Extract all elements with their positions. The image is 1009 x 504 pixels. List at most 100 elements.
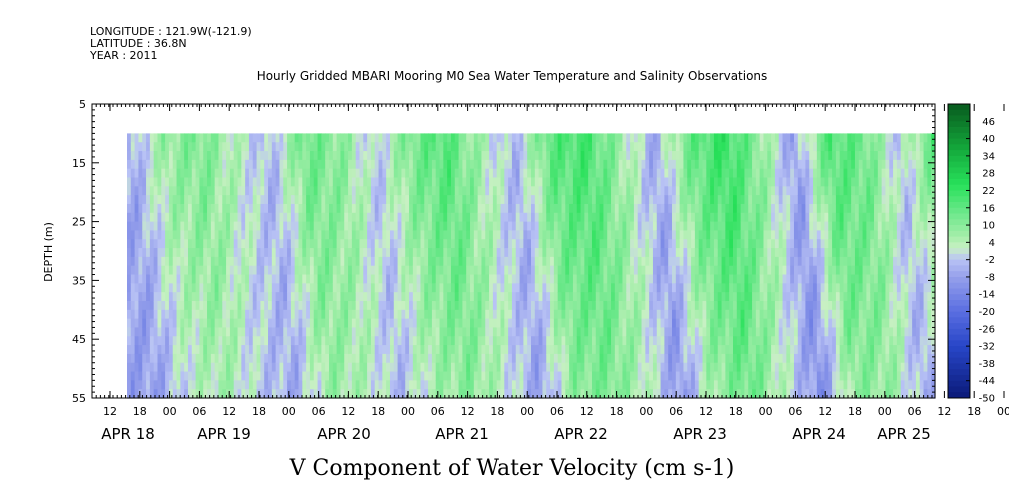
heat-cell	[218, 300, 223, 311]
heat-cell	[157, 151, 162, 161]
heat-cell	[542, 168, 547, 179]
heat-cell	[218, 292, 223, 302]
heat-cell	[591, 265, 597, 276]
heat-cell	[485, 265, 490, 276]
heat-cell	[229, 203, 235, 214]
heat-cell	[599, 353, 605, 364]
heat-cell	[309, 265, 315, 276]
heat-cell	[458, 248, 463, 258]
heat-cell	[298, 212, 303, 223]
heat-cell	[633, 371, 639, 381]
heat-cell	[146, 362, 151, 373]
heat-cell	[443, 151, 448, 161]
year-label: YEAR : 2011	[89, 49, 158, 62]
heat-cell	[363, 203, 368, 214]
heat-cell	[713, 248, 719, 258]
heat-cell	[546, 318, 551, 329]
heat-cell	[652, 300, 658, 311]
heat-cell	[698, 292, 704, 302]
heat-cell	[569, 256, 574, 267]
heat-cell	[595, 239, 601, 249]
heat-cell	[561, 168, 566, 179]
heat-cell	[470, 362, 475, 373]
heat-cell	[130, 283, 136, 293]
heat-cell	[340, 283, 345, 293]
heat-cell	[336, 230, 342, 240]
heat-cell	[226, 371, 231, 381]
heat-cell	[649, 159, 654, 170]
heat-cell	[325, 371, 330, 381]
heat-cell	[149, 230, 155, 240]
heat-cell	[740, 221, 746, 232]
heat-cell	[416, 380, 422, 390]
heat-cell	[733, 230, 738, 240]
heat-cell	[485, 142, 490, 152]
heat-cell	[694, 151, 700, 161]
heat-cell	[184, 168, 189, 179]
heat-cell	[127, 300, 132, 311]
heat-cell	[626, 133, 631, 143]
heat-cell	[691, 380, 696, 390]
heat-cell	[599, 318, 605, 329]
heat-cell	[134, 327, 140, 337]
heat-cell	[405, 203, 410, 214]
heat-cell	[641, 212, 646, 223]
heat-cell	[161, 159, 166, 170]
heat-cell	[165, 362, 170, 373]
heat-cell	[378, 292, 383, 302]
heat-cell	[755, 309, 761, 320]
heat-cell	[447, 195, 452, 205]
heat-cell	[279, 256, 284, 267]
heat-cell	[443, 248, 448, 258]
heat-cell	[416, 353, 422, 364]
heat-cell	[458, 380, 463, 390]
heat-cell	[168, 151, 174, 161]
heat-cell	[130, 389, 136, 399]
heat-cell	[431, 345, 437, 355]
heat-cell	[546, 239, 551, 249]
heat-cell	[523, 309, 528, 320]
heat-cell	[603, 239, 608, 249]
heat-cell	[462, 265, 467, 276]
heat-cell	[252, 195, 258, 205]
heat-cell	[622, 133, 627, 143]
heat-cell	[740, 353, 746, 364]
heat-cell	[569, 177, 574, 187]
heat-cell	[309, 274, 315, 284]
heat-cell	[473, 248, 479, 258]
heat-cell	[649, 221, 654, 232]
heat-cell	[287, 336, 292, 346]
heat-cell	[199, 353, 204, 364]
heat-cell	[317, 221, 322, 232]
heat-cell	[733, 142, 738, 152]
heat-cell	[260, 274, 265, 284]
heat-cell	[149, 380, 155, 390]
heat-cell	[603, 177, 608, 187]
heat-cell	[340, 389, 345, 399]
heat-cell	[755, 203, 761, 214]
heat-cell	[633, 353, 639, 364]
heat-cell	[374, 380, 380, 390]
heat-cell	[450, 345, 456, 355]
heat-cell	[268, 265, 273, 276]
heat-cell	[531, 221, 536, 232]
heat-cell	[683, 186, 688, 196]
heat-cell	[668, 327, 673, 337]
heat-cell	[321, 248, 326, 258]
heat-cell	[317, 248, 322, 258]
heat-cell	[348, 309, 353, 320]
heat-cell	[203, 239, 208, 249]
heat-cell	[199, 221, 204, 232]
heat-cell	[348, 186, 353, 196]
heat-cell	[241, 159, 246, 170]
heat-cell	[370, 151, 376, 161]
heat-cell	[363, 195, 368, 205]
heat-cell	[492, 186, 498, 196]
heat-cell	[306, 300, 311, 311]
heat-cell	[664, 345, 669, 355]
heat-cell	[271, 151, 277, 161]
heat-cell	[367, 212, 372, 223]
heat-cell	[363, 309, 368, 320]
heat-cell	[679, 327, 685, 337]
heat-cell	[370, 353, 376, 364]
